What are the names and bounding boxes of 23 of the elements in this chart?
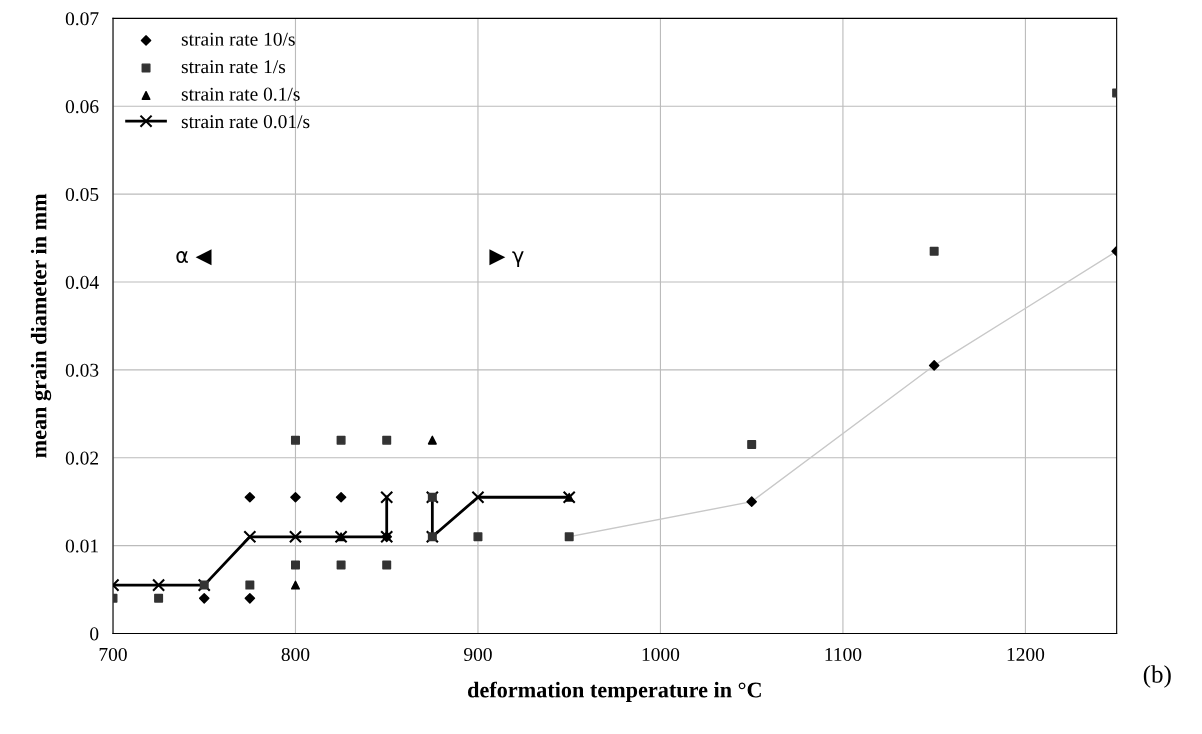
y-tick-label: 0.01 [65, 539, 98, 553]
y-tick-label: 0.04 [65, 275, 99, 289]
y-tick-label: 0.06 [65, 100, 99, 114]
y-tick-label: 0.03 [65, 363, 99, 377]
y-tick-label: 0 [90, 627, 99, 641]
legend-label: strain rate 10/s [181, 32, 295, 46]
y-tick-label: 0.05 [65, 187, 99, 202]
y-axis-title: mean grain diameter in mm [30, 193, 52, 458]
x-tick-label: 700 [99, 647, 127, 662]
x-tick-label: 1100 [825, 647, 862, 662]
legend-label: strain rate 0.01/s [181, 115, 310, 129]
x-tick-label: 1200 [1007, 647, 1045, 662]
x-tick-label: 900 [464, 647, 492, 662]
legend-label: strain rate 0.1/s [181, 87, 300, 101]
text: (b) [1143, 665, 1171, 688]
legend-label: strain rate 1/s [181, 60, 286, 74]
x-tick-label: 1000 [642, 647, 680, 662]
annotation: ▶ γ [489, 249, 524, 268]
y-tick-label: 0.02 [65, 451, 99, 465]
x-axis-title: deformation temperature in °C [467, 681, 761, 703]
annotation: α ◀ [176, 249, 212, 266]
x-tick-label: 800 [281, 647, 310, 662]
y-tick-label: 0.07 [65, 12, 99, 26]
